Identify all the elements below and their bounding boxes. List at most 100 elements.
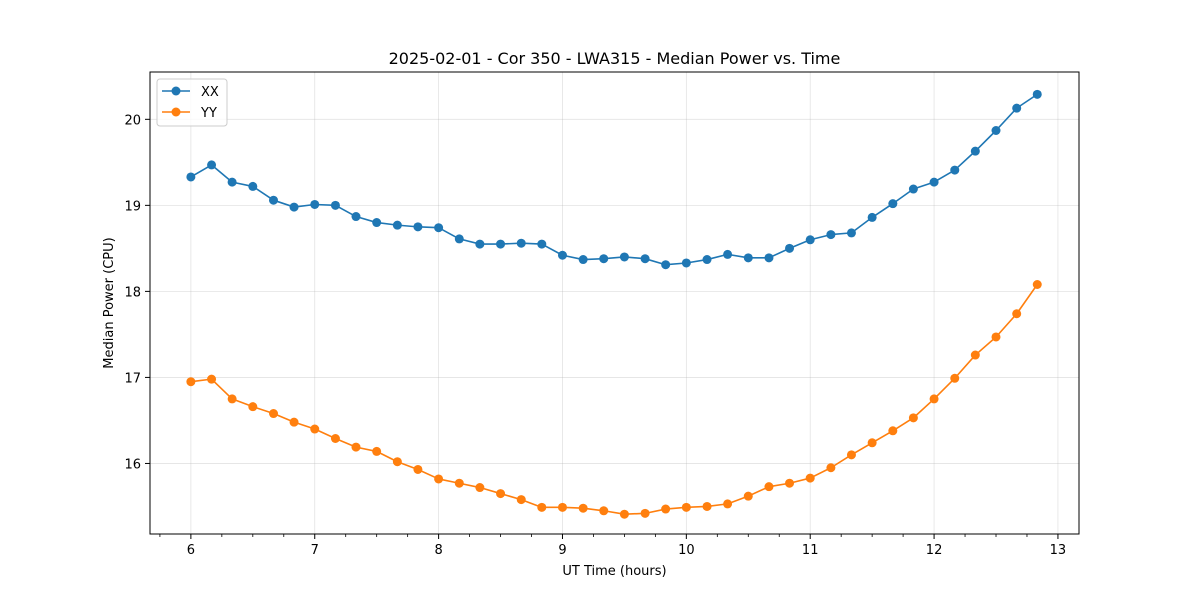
- data-point-yy: [537, 502, 547, 512]
- data-point-yy: [186, 377, 196, 387]
- y-tick-label: 16: [124, 457, 141, 472]
- data-point-yy: [207, 374, 217, 384]
- data-point-yy: [970, 350, 980, 360]
- data-point-xx: [496, 239, 506, 249]
- data-point-yy: [413, 464, 423, 474]
- data-point-xx: [516, 238, 526, 248]
- data-point-xx: [268, 195, 278, 205]
- data-point-yy: [248, 402, 258, 412]
- data-point-xx: [970, 146, 980, 156]
- x-tick-label: 7: [311, 543, 319, 558]
- data-point-xx: [599, 254, 609, 264]
- x-tick-label: 13: [1050, 543, 1067, 558]
- data-point-xx: [248, 181, 258, 191]
- data-point-xx: [681, 258, 691, 268]
- data-point-yy: [599, 506, 609, 516]
- data-point-yy: [454, 478, 464, 488]
- data-point-yy: [764, 482, 774, 492]
- data-point-yy: [516, 495, 526, 505]
- data-point-xx: [310, 199, 320, 209]
- data-point-xx: [702, 255, 712, 265]
- data-point-xx: [764, 253, 774, 263]
- data-point-yy: [392, 457, 402, 467]
- data-point-yy: [805, 473, 815, 483]
- axis-ticks: 6 7 8 9 10 11 12 13 16 17 18 19 20: [124, 113, 1066, 558]
- data-point-yy: [743, 491, 753, 501]
- data-point-yy: [785, 478, 795, 488]
- x-tick-label: 11: [802, 543, 819, 558]
- data-point-xx: [537, 239, 547, 249]
- y-tick-label: 19: [124, 199, 141, 214]
- data-point-yy: [351, 442, 361, 452]
- chart-title: 2025-02-01 - Cor 350 - LWA315 - Median P…: [389, 49, 841, 68]
- y-axis-label: Median Power (CPU): [102, 237, 117, 368]
- data-point-yy: [991, 332, 1001, 342]
- data-point-yy: [1012, 309, 1022, 319]
- data-point-yy: [888, 426, 898, 436]
- data-point-xx: [640, 254, 650, 264]
- data-point-xx: [888, 199, 898, 209]
- data-point-yy: [702, 501, 712, 511]
- data-point-yy: [496, 489, 506, 499]
- data-point-xx: [392, 220, 402, 230]
- data-point-xx: [1032, 89, 1042, 99]
- series-layer: [186, 89, 1042, 519]
- data-point-yy: [661, 504, 671, 514]
- data-point-yy: [640, 508, 650, 518]
- y-tick-label: 20: [124, 113, 141, 128]
- data-point-xx: [227, 177, 237, 187]
- legend-label-xx: XX: [201, 85, 219, 100]
- data-point-xx: [372, 218, 382, 228]
- data-point-yy: [723, 499, 733, 509]
- data-point-yy: [1032, 280, 1042, 290]
- x-tick-label: 6: [187, 543, 195, 558]
- x-tick-label: 8: [434, 543, 442, 558]
- data-point-yy: [310, 424, 320, 434]
- data-point-xx: [619, 252, 629, 262]
- data-point-yy: [826, 463, 836, 473]
- data-point-xx: [289, 202, 299, 212]
- data-point-xx: [454, 234, 464, 244]
- data-point-xx: [805, 235, 815, 245]
- x-tick-label: 9: [558, 543, 566, 558]
- data-point-xx: [1012, 103, 1022, 113]
- data-point-xx: [557, 250, 567, 260]
- data-point-yy: [929, 394, 939, 404]
- data-point-xx: [826, 230, 836, 240]
- plot-frame: [149, 71, 1080, 535]
- data-point-xx: [330, 200, 340, 210]
- data-point-xx: [846, 228, 856, 238]
- data-point-yy: [372, 446, 382, 456]
- data-point-xx: [434, 223, 444, 233]
- data-point-yy: [330, 434, 340, 444]
- data-point-xx: [867, 212, 877, 222]
- data-point-yy: [619, 509, 629, 519]
- x-axis-label: UT Time (hours): [562, 564, 666, 579]
- legend-label-yy: YY: [200, 106, 217, 121]
- data-point-yy: [846, 450, 856, 460]
- data-point-yy: [289, 417, 299, 427]
- data-point-xx: [475, 239, 485, 249]
- data-point-yy: [867, 438, 877, 448]
- legend-marker-xx: [171, 86, 181, 96]
- y-tick-label: 18: [124, 285, 141, 300]
- data-point-xx: [991, 126, 1001, 136]
- legend-marker-yy: [171, 107, 181, 117]
- data-point-xx: [661, 260, 671, 270]
- data-point-yy: [908, 413, 918, 423]
- data-point-yy: [434, 474, 444, 484]
- data-point-xx: [723, 249, 733, 259]
- data-point-xx: [743, 253, 753, 263]
- data-point-yy: [268, 409, 278, 419]
- grid: [150, 72, 1079, 534]
- data-point-yy: [227, 394, 237, 404]
- legend: XX YY: [156, 78, 228, 127]
- data-point-yy: [681, 502, 691, 512]
- data-point-yy: [578, 503, 588, 513]
- data-point-xx: [186, 172, 196, 182]
- data-point-xx: [351, 212, 361, 222]
- data-point-xx: [929, 177, 939, 187]
- x-tick-label: 10: [678, 543, 695, 558]
- data-point-xx: [578, 255, 588, 265]
